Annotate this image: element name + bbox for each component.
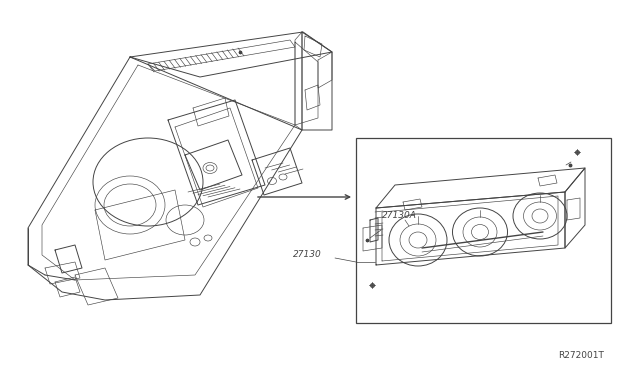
Text: R272001T: R272001T bbox=[558, 351, 604, 360]
Bar bbox=[356, 138, 611, 323]
Text: 27130A: 27130A bbox=[382, 211, 417, 220]
Text: 27130: 27130 bbox=[293, 250, 322, 259]
